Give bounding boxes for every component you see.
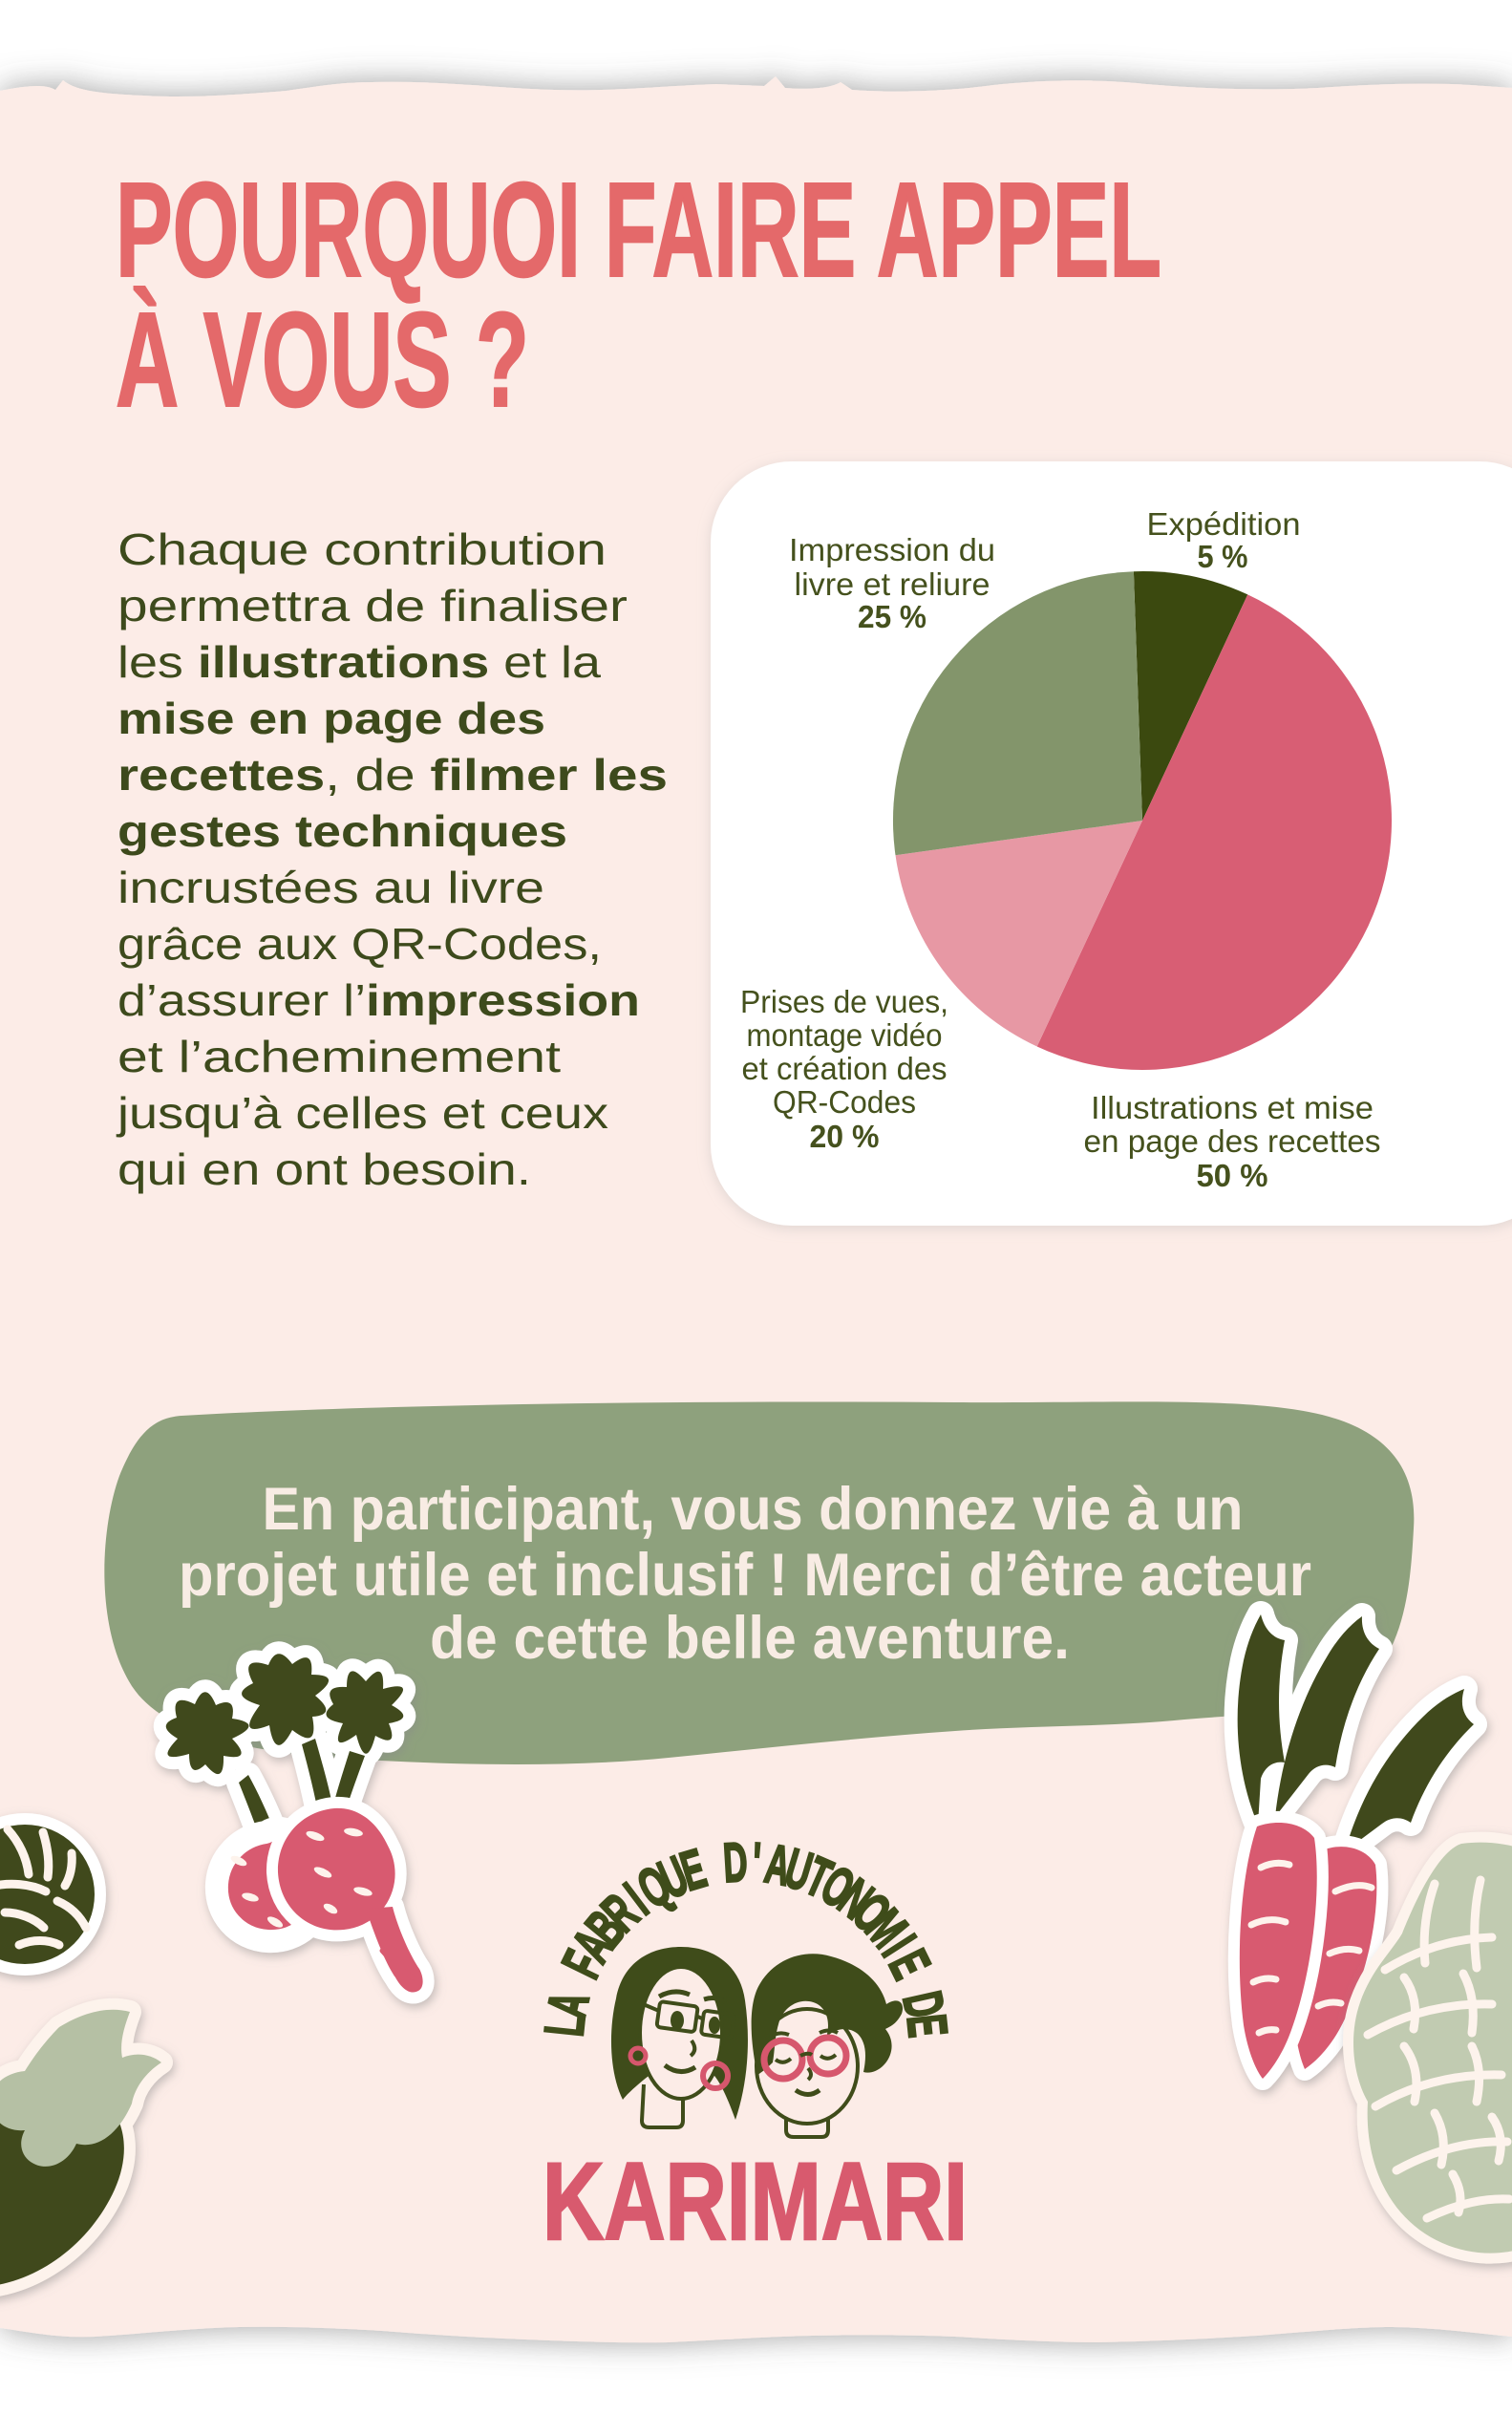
svg-text:de cette belle aventure.: de cette belle aventure.	[430, 1605, 1070, 1672]
svg-text:permettra de finaliser: permettra de finaliser	[117, 581, 628, 630]
svg-text:D: D	[721, 1832, 749, 1895]
svg-text:20 %: 20 %	[810, 1119, 880, 1154]
svg-text:gestes techniques: gestes techniques	[117, 806, 567, 856]
svg-text:les illustrations et la: les illustrations et la	[117, 637, 601, 687]
svg-text:Impression du: Impression du	[789, 532, 995, 567]
svg-text:mise en page des: mise en page des	[117, 694, 545, 743]
svg-text:grâce aux QR-Codes,: grâce aux QR-Codes,	[117, 919, 602, 969]
svg-text:Prises de vues,: Prises de vues,	[740, 984, 948, 1019]
svg-text:et l’acheminement: et l’acheminement	[117, 1032, 561, 1081]
svg-text:25 %: 25 %	[858, 599, 926, 634]
svg-text:en page des recettes: en page des recettes	[1084, 1123, 1381, 1159]
svg-text:Expédition: Expédition	[1147, 506, 1301, 542]
svg-text:Illustrations et mise: Illustrations et mise	[1091, 1090, 1374, 1125]
svg-text:jusqu’à celles et ceux: jusqu’à celles et ceux	[116, 1088, 608, 1138]
svg-text:QR-Codes: QR-Codes	[773, 1084, 916, 1120]
svg-text:En participant, vous donnez vi: En participant, vous donnez vie à un	[263, 1476, 1244, 1543]
svg-text:À VOUS ?: À VOUS ?	[116, 284, 529, 435]
svg-text:recettes, de filmer les: recettes, de filmer les	[117, 750, 668, 800]
svg-text:incrustées au livre: incrustées au livre	[117, 863, 544, 912]
svg-text:Chaque contribution: Chaque contribution	[117, 524, 607, 574]
svg-text:livre et reliure: livre et reliure	[795, 566, 990, 602]
svg-text:50 %: 50 %	[1197, 1158, 1268, 1193]
svg-text:5 %: 5 %	[1198, 539, 1248, 574]
svg-text:et création des: et création des	[742, 1051, 948, 1086]
svg-text:POURQUOI FAIRE APPEL: POURQUOI FAIRE APPEL	[116, 154, 1161, 305]
svg-text:montage vidéo: montage vidéo	[747, 1017, 943, 1053]
svg-text:d’assurer l’impression: d’assurer l’ impression	[117, 975, 640, 1025]
svg-text:KARIMARI: KARIMARI	[543, 2141, 968, 2263]
svg-text:qui en ont besoin.: qui en ont besoin.	[117, 1144, 531, 1194]
svg-text:projet utile et inclusif ! Mer: projet utile et inclusif ! Merci d’être …	[179, 1542, 1311, 1609]
